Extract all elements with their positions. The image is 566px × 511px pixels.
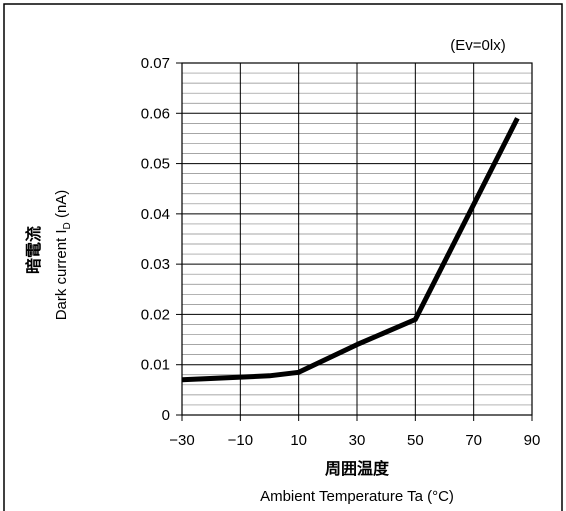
y-axis-title-en: Dark current ID (nA) (53, 190, 73, 321)
x-axis-title-jp: 周囲温度 (325, 459, 390, 478)
x-tick-label: 90 (524, 432, 541, 449)
x-tick-label: 70 (465, 432, 482, 449)
y-axis-title-subscript: D (62, 222, 73, 229)
y-tick-label: 0.06 (141, 105, 170, 122)
dark-current-series-line (181, 117, 520, 383)
x-tick-label: −10 (228, 432, 253, 449)
series-layer (181, 117, 520, 383)
y-tick-label: 0.02 (141, 306, 170, 323)
y-tick-label: 0.04 (141, 206, 170, 223)
y-tick-label: 0.05 (141, 156, 170, 173)
x-tick-label: 10 (290, 432, 307, 449)
x-tick-label: −30 (169, 432, 194, 449)
y-tick-label: 0.03 (141, 256, 170, 273)
y-axis-title-unit: (nA) (53, 190, 70, 223)
y-axis-title-jp: 暗電流 (24, 226, 43, 274)
y-tick-labels: 0 0.01 0.02 0.03 0.04 0.05 0.06 0.07 (141, 55, 182, 424)
x-axis-title-en: Ambient Temperature Ta (°C) (260, 488, 454, 505)
y-tick-label: 0 (162, 407, 170, 424)
annotation: (Ev=0lx) (450, 37, 505, 54)
x-tick-label: 30 (349, 432, 366, 449)
y-tick-label: 0.01 (141, 357, 170, 374)
x-tick-labels: −30 −10 10 30 50 70 90 (169, 415, 540, 449)
y-axis-title-main: Dark current I (53, 229, 70, 320)
chart-border (3, 3, 563, 511)
y-tick-label: 0.07 (141, 55, 170, 72)
x-tick-label: 50 (407, 432, 424, 449)
